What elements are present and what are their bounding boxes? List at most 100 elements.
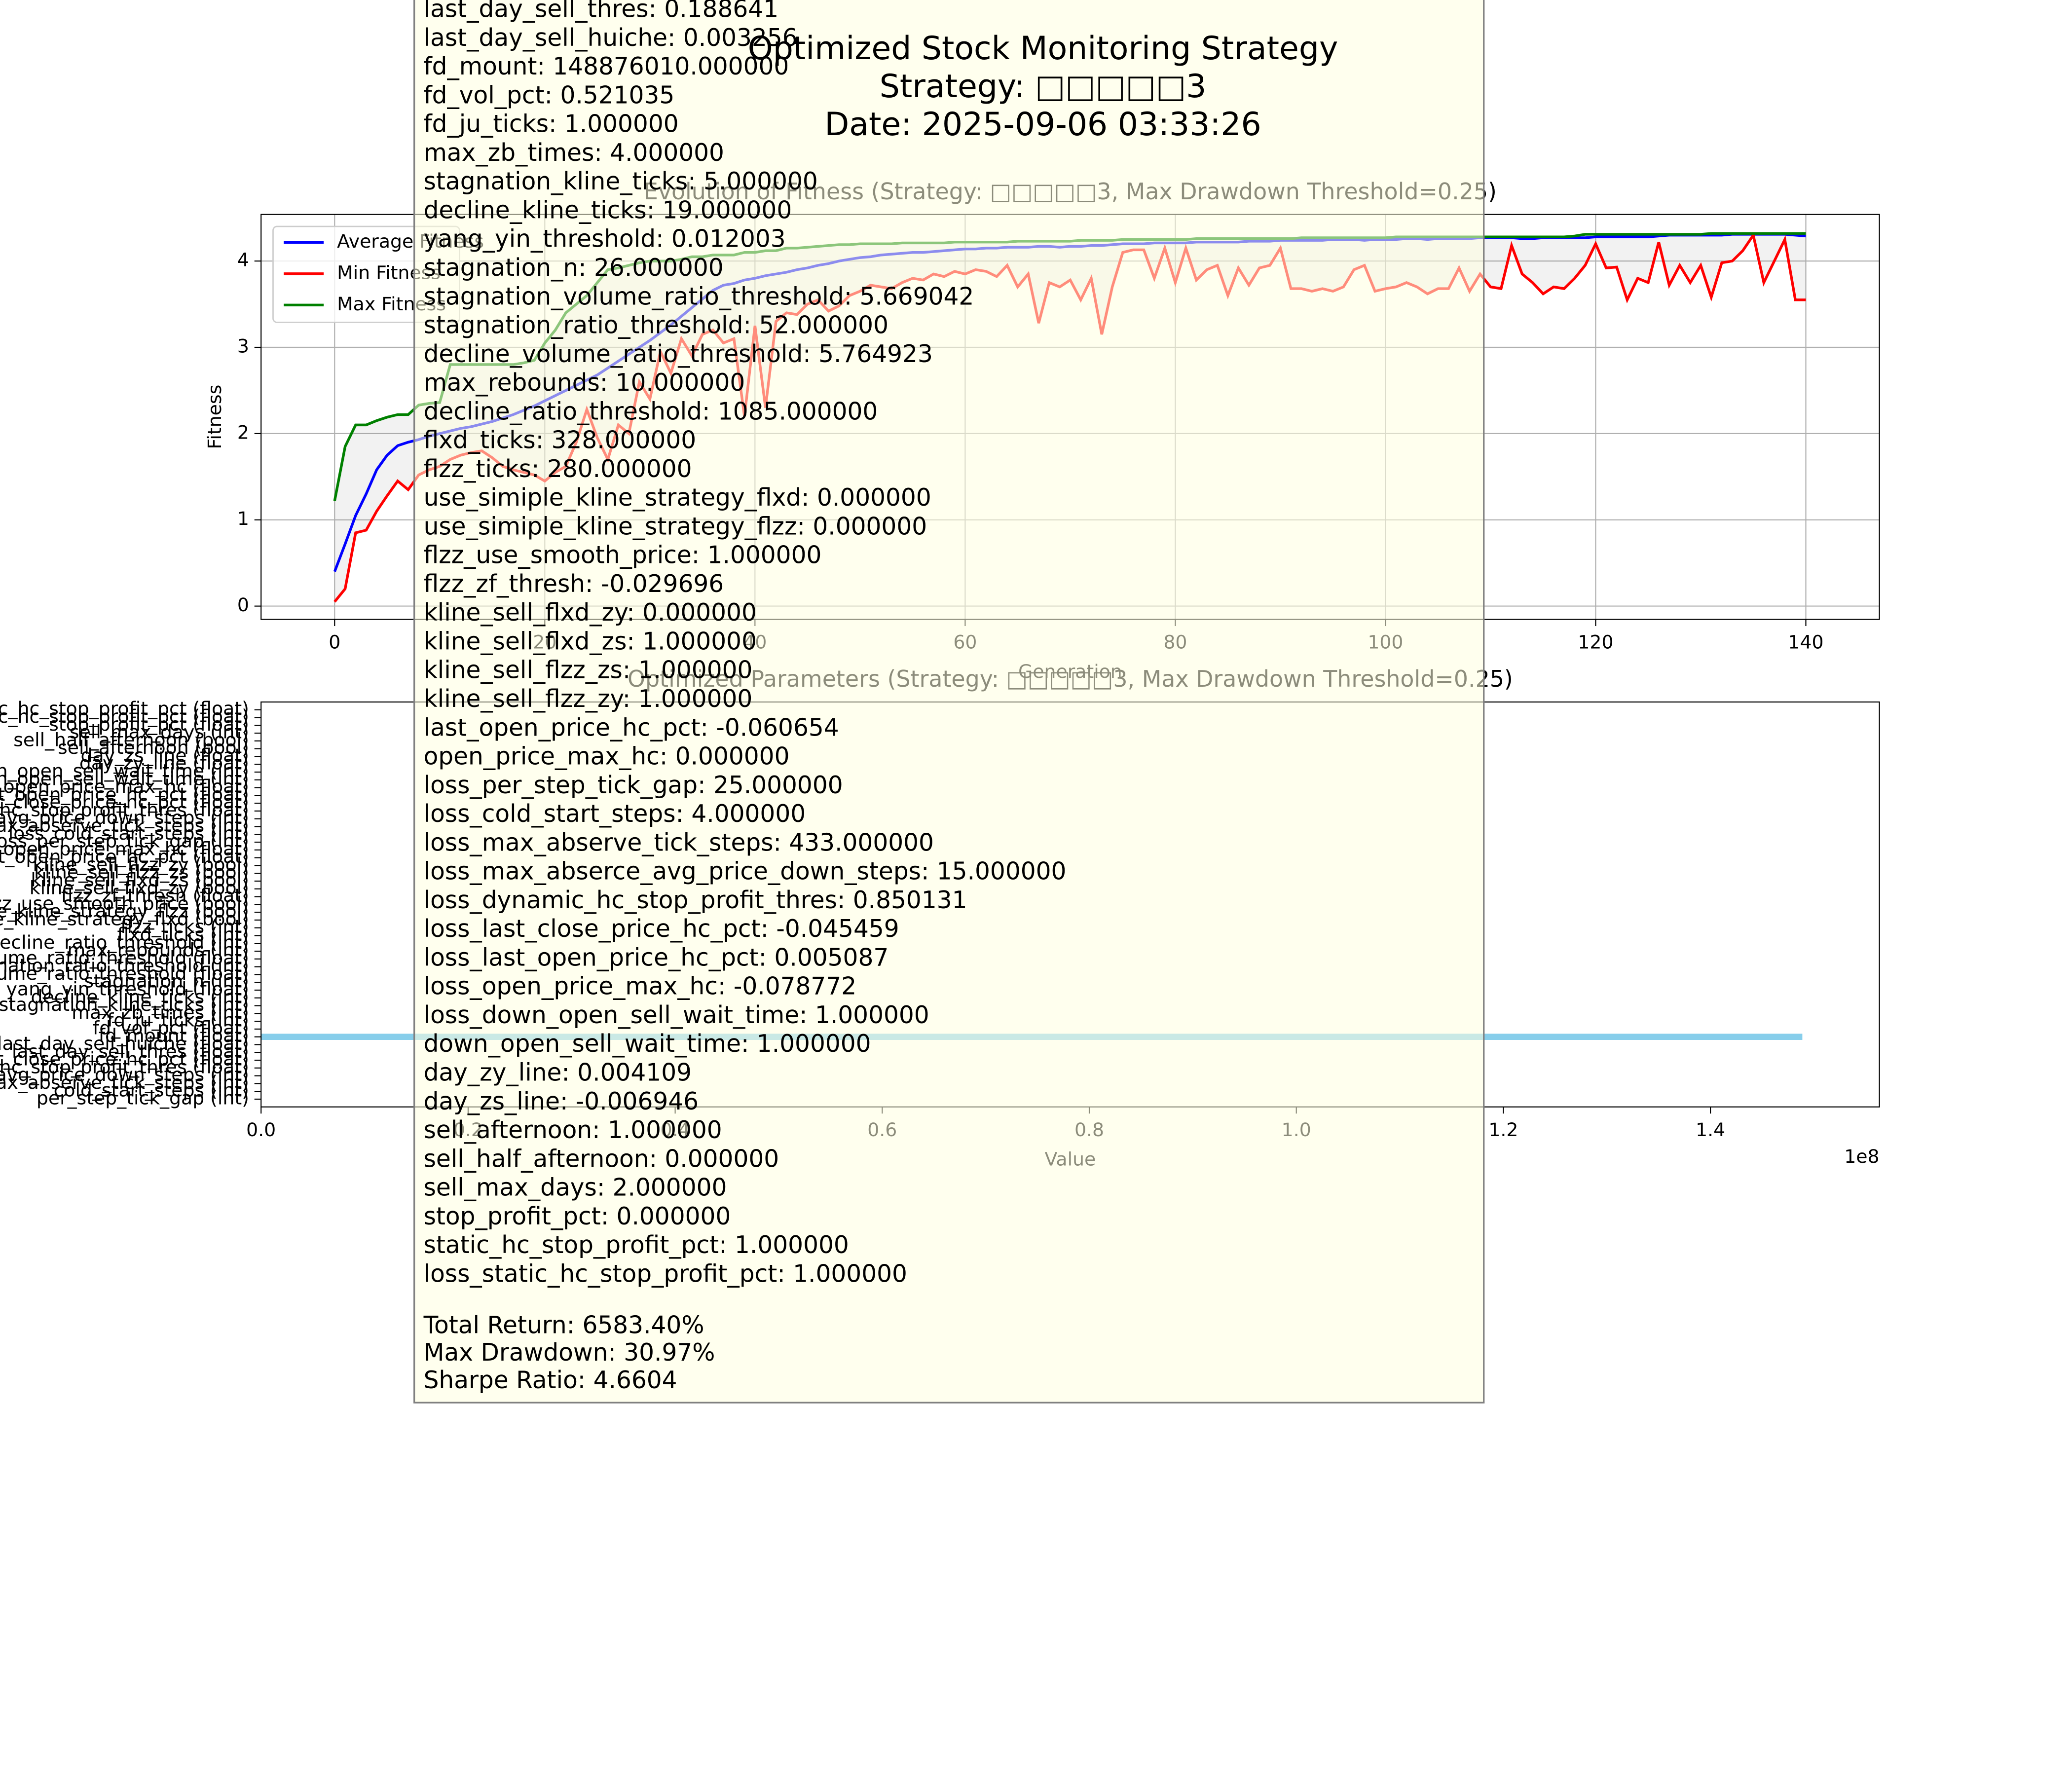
x-tick-label: 120 [1578,631,1613,653]
y-tick-label: 4 [237,249,249,271]
x-tick-label: 140 [1788,631,1823,653]
y-tick-label: day_zy_line (float) [79,752,249,774]
y-tick-label: stop_profit_pct (float) [49,713,249,735]
y-tick-label: flzz_ticks (int) [120,916,249,937]
y-tick-label: loss_static_hc_stop_profit_pct (float) [0,698,249,719]
y-tick-label: sell_afternoon (bool) [58,737,249,758]
y-tick-label: loss_max_abserve_tick_steps (int) [0,814,249,836]
figure-title: Date: 2025-09-06 03:33:26 [824,106,1261,143]
text-box-line: max_rebounds: 10.000000 [424,369,745,397]
text-box-line: loss_static_hc_stop_profit_pct: 1.000000 [424,1260,907,1288]
y-tick-label: use_simiple_kline_strategy_flzz (bool) [0,900,249,922]
y-tick-label: stagnation_kline_ticks (int) [0,994,249,1015]
y-tick-label: loss_max_abserce_avg_price_down_steps (i… [0,807,249,828]
text-box-line: decline_kline_ticks: 19.000000 [424,196,792,224]
text-box-line: day_zy_line: 0.004109 [424,1059,692,1086]
y-tick-label: decline_volume_ratio_threshold (float) [0,947,249,968]
text-box-line: flzz_zf_thresh: -0.029696 [424,570,724,598]
text-box-line: kline_sell_flzz_zy: 1.000000 [424,685,753,713]
y-tick-label: max_zb_times (int) [72,1001,249,1023]
text-box-line: stop_profit_pct: 0.000000 [424,1203,731,1230]
text-box-line: day_zs_line: -0.006946 [424,1088,699,1115]
y-tick-label: cold_start_steps (int) [54,1079,249,1101]
text-box-stat: Total Return: 6583.40% [423,1311,704,1339]
text-box-line: loss_per_step_tick_gap: 25.000000 [424,772,843,799]
text-box-line: down_open_sell_wait_time: 1.000000 [424,1030,871,1058]
y-tick-label: max_abserve_tick_steps (int) [0,1072,249,1093]
text-box-line: fd_mount: 148876010.000000 [424,53,789,80]
text-box-stat: Sharpe Ratio: 4.6604 [424,1367,677,1394]
y-tick-label: 0 [237,594,249,616]
y-tick-label: kline_sell_flzz_zs (bool) [34,861,249,883]
text-box-line: flxd_ticks: 328.000000 [424,427,697,454]
y-tick-label: stagnation_n (int) [84,970,249,992]
y-tick-label: flxd_ticks (int) [117,924,249,945]
text-box-line: stagnation_ratio_threshold: 52.000000 [424,312,888,339]
text-box-line: loss_dynamic_hc_stop_profit_thres: 0.850… [424,887,967,914]
y-tick-label: 3 [237,335,249,357]
y-tick-label: stagnation_ratio_threshold (int) [0,955,249,976]
y-tick-label: per_step_tick_gap (int) [37,1087,249,1109]
text-box-line: use_simiple_kline_strategy_flzz: 0.00000… [424,513,927,540]
x-offset-label: 1e8 [1844,1146,1879,1167]
text-box-line: loss_down_open_sell_wait_time: 1.000000 [424,1001,929,1029]
text-box-line: yang_yin_threshold: 0.012003 [424,225,786,253]
text-box-line: stagnation_n: 26.000000 [424,254,724,282]
y-tick-label: 1 [237,508,249,529]
text-box-line: loss_max_abserve_tick_steps: 433.000000 [424,829,934,856]
y-tick-label: last_day_sell_huiche (float) [0,1033,249,1054]
y-tick-label: dynamic_hc_stop_profit_thres (float) [0,1056,249,1077]
text-box-line: decline_ratio_threshold: 1085.000000 [424,398,878,425]
y-tick-label: last_open_price_hc_pct (float) [0,846,249,867]
text-box-line: last_open_price_hc_pct: -0.060654 [424,714,839,741]
x-tick-label: 1.2 [1488,1119,1518,1141]
text-box-line: flzz_use_smooth_price: 1.000000 [424,542,822,569]
y-tick-label: yang_yin_threshold (float) [6,978,249,999]
y-tick-label: open_price_max_hc (float) [3,838,249,859]
text-box-line: static_hc_stop_profit_pct: 1.000000 [424,1231,849,1259]
y-tick-label: day_zs_line (float) [81,744,249,766]
y-tick-label: decline_ratio_threshold (int) [0,931,249,953]
text-box-line: sell_half_afternoon: 0.000000 [424,1145,779,1173]
text-box-line: kline_sell_flzz_zs: 1.000000 [424,657,753,684]
text-box-line: loss_cold_start_steps: 4.000000 [424,800,806,828]
y-tick-label: loss_last_close_price_hc_pct (float) [0,791,249,813]
y-tick-label: sell_half_afternoon (bool) [13,729,249,750]
text-box-line: sell_afternoon: 1.000000 [424,1116,722,1144]
text-box-line: loss_last_open_price_hc_pct: 0.005087 [424,944,889,971]
y-tick-label: loss_down_open_sell_wait_time (int) [0,768,249,789]
y-tick-label: last_close_price_hc_pct (float) [0,1048,249,1070]
text-box-line: last_day_sell_huiche: 0.003256 [424,24,798,52]
text-box-stat: Max Drawdown: 30.97% [424,1339,715,1367]
text-box-line: decline_volume_ratio_threshold: 5.764923 [424,340,933,368]
y-tick-label: sell_max_days (int) [70,721,249,743]
y-tick-label: max_abserce_avg_price_down_steps (int) [0,1064,249,1085]
y-tick-label: fd_ju_ticks (int) [107,1009,249,1031]
text-box-line: loss_last_close_price_hc_pct: -0.045459 [424,915,899,943]
y-tick-label: loss_last_open_price_hc_pct (float) [0,783,249,805]
text-box-line: stagnation_volume_ratio_threshold: 5.669… [424,283,974,310]
text-box-line: max_zb_times: 4.000000 [424,139,724,167]
figure-title: Strategy: □□□□□3 [880,68,1207,105]
text-box-line: last_day_sell_thres: 0.188641 [424,0,779,23]
y-tick-label: 2 [237,421,249,443]
y-tick-label: down_open_sell_wait_time (int) [0,760,249,781]
y-tick-label: fd_vol_pct (float) [93,1017,249,1038]
text-box-line: stagnation_kline_ticks: 5.000000 [424,168,818,195]
y-tick-label: loss_dynamic_hc_stop_profit_thres (float… [0,799,249,820]
text-box-line: fd_ju_ticks: 1.000000 [424,111,679,138]
y-tick-label: decline_kline_ticks (int) [31,986,249,1007]
text-box-line: sell_max_days: 2.000000 [424,1174,727,1202]
y-tick-label: flzz_zf_thresh (float) [61,885,249,906]
y-tick-label: loss_per_step_tick_gap (int) [0,830,249,852]
y-tick-label: max_rebounds (int) [67,939,249,961]
text-box-line: kline_sell_flxd_zs: 1.000000 [424,628,757,655]
x-tick-label: 0 [329,631,340,653]
text-box-line: fd_vol_pct: 0.521035 [424,81,675,109]
y-tick-label: fd_mount (float) [99,1025,249,1046]
y-tick-label: loss_open_price_max_hc (float) [0,776,249,797]
y-tick-label: last_day_sell_thres (float) [12,1040,249,1062]
y-tick-label: kline_sell_flxd_zs (bool) [31,869,249,890]
